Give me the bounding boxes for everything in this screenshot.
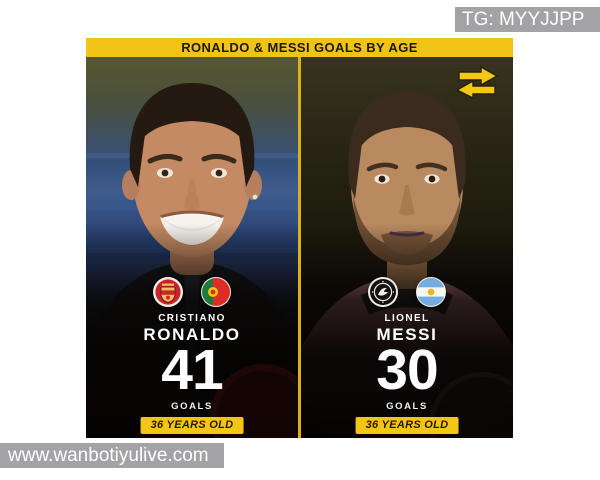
player-first-name: LIONEL bbox=[384, 313, 430, 324]
page-title: RONALDO & MESSI GOALS BY AGE bbox=[86, 38, 513, 57]
goals-label: GOALS bbox=[171, 401, 213, 412]
player-last-name: MESSI bbox=[376, 325, 438, 344]
goals-label: GOALS bbox=[386, 401, 428, 412]
goals-count: 30 bbox=[376, 338, 438, 402]
age-badge: 36 YEARS OLD bbox=[140, 417, 244, 434]
panel-divider bbox=[298, 57, 301, 438]
player-last-name: RONALDO bbox=[143, 325, 241, 344]
goals-count: 41 bbox=[161, 338, 223, 402]
ronaldo-badges-row bbox=[86, 277, 298, 307]
ronaldo-info-overlay: CRISTIANO RONALDO 41 GOALS 36 YEARS OLD bbox=[86, 57, 298, 438]
player-first-name: CRISTIANO bbox=[158, 313, 226, 324]
swap-arrows-icon bbox=[455, 66, 499, 98]
messi-info-overlay: LIONEL MESSI 30 GOALS 36 YEARS OLD bbox=[301, 57, 513, 438]
inter-miami-crest-icon bbox=[368, 277, 398, 307]
age-badge: 36 YEARS OLD bbox=[355, 417, 459, 434]
messi-badges-row bbox=[301, 277, 513, 307]
player-panel-messi: LIONEL MESSI 30 GOALS 36 YEARS OLD bbox=[301, 57, 513, 438]
panels-row: CRISTIANO RONALDO 41 GOALS 36 YEARS OLD bbox=[86, 57, 513, 438]
comparison-graphic: RONALDO & MESSI GOALS BY AGE bbox=[86, 38, 513, 438]
player-panel-ronaldo: CRISTIANO RONALDO 41 GOALS 36 YEARS OLD bbox=[86, 57, 298, 438]
manchester-united-crest-icon bbox=[153, 277, 183, 307]
watermark-top-right: TG: MYYJJPP bbox=[455, 7, 600, 32]
portugal-flag-icon bbox=[201, 277, 231, 307]
argentina-flag-icon bbox=[416, 277, 446, 307]
watermark-bottom-left: www.wanbotiyulive.com bbox=[0, 443, 224, 468]
